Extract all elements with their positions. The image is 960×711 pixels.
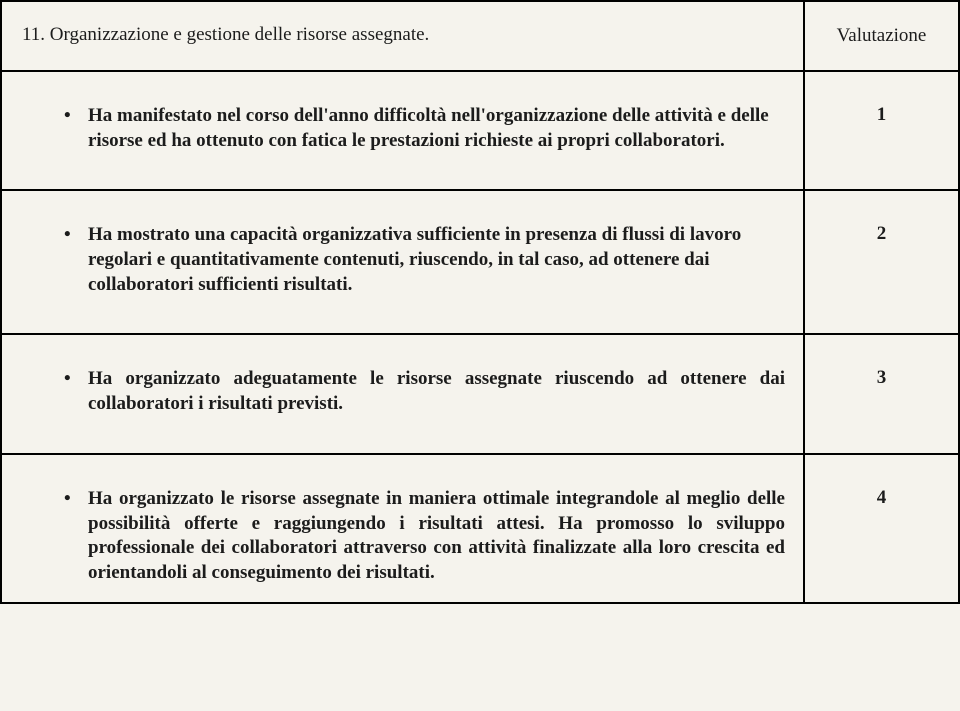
criterion-text: Ha mostrato una capacità organizzativa s… xyxy=(56,223,785,297)
criterion-row: Ha organizzato adeguatamente le risorse … xyxy=(1,334,959,453)
header-row: 11. Organizzazione e gestione delle riso… xyxy=(1,1,959,71)
criterion-row: Ha organizzato le risorse assegnate in m… xyxy=(1,454,959,603)
valutazione-label: Valutazione xyxy=(804,1,959,71)
criterion-cell: Ha organizzato adeguatamente le risorse … xyxy=(1,334,804,453)
criterion-text: Ha organizzato le risorse assegnate in m… xyxy=(56,487,785,586)
criterion-row: Ha mostrato una capacità organizzativa s… xyxy=(1,190,959,334)
criterion-text: Ha organizzato adeguatamente le risorse … xyxy=(56,367,785,416)
criterion-cell: Ha organizzato le risorse assegnate in m… xyxy=(1,454,804,603)
criterion-cell: Ha manifestato nel corso dell'anno diffi… xyxy=(1,71,804,190)
criterion-cell: Ha mostrato una capacità organizzativa s… xyxy=(1,190,804,334)
score-cell: 3 xyxy=(804,334,959,453)
criterion-text: Ha manifestato nel corso dell'anno diffi… xyxy=(56,104,785,153)
section-title: 11. Organizzazione e gestione delle riso… xyxy=(1,1,804,71)
score-cell: 1 xyxy=(804,71,959,190)
score-cell: 2 xyxy=(804,190,959,334)
criterion-row: Ha manifestato nel corso dell'anno diffi… xyxy=(1,71,959,190)
score-cell: 4 xyxy=(804,454,959,603)
evaluation-table-container: 11. Organizzazione e gestione delle riso… xyxy=(0,0,960,604)
evaluation-table: 11. Organizzazione e gestione delle riso… xyxy=(0,0,960,604)
